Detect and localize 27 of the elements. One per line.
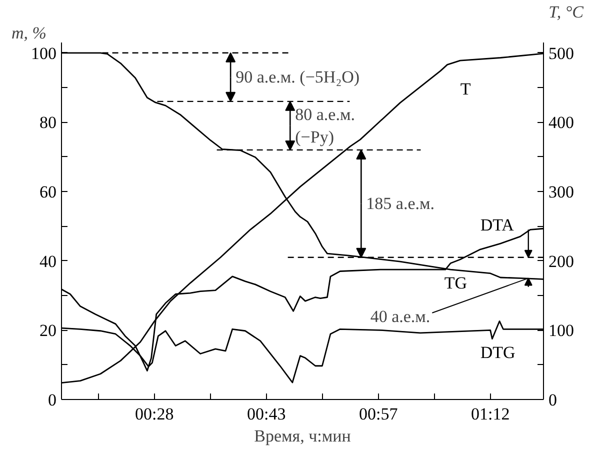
y2-tick-label: 300 xyxy=(548,182,574,202)
y2-tick-label: 500 xyxy=(548,44,574,63)
y2-tick-label: 200 xyxy=(548,252,574,271)
y-tick-label: 0 xyxy=(48,390,56,410)
series-label: DTA xyxy=(480,215,515,234)
series-label: T xyxy=(460,79,472,98)
y2-tick-label: 100 xyxy=(548,321,574,340)
y-tick-label: 100 xyxy=(31,44,56,63)
y-axis-title: m, % xyxy=(12,24,46,42)
y-tick-label: 40 xyxy=(40,252,56,271)
y-tick-label: 80 xyxy=(40,113,56,132)
series-label: TG xyxy=(444,273,468,292)
annotation: 90 а.е.м. (−5H₂O) xyxy=(236,68,360,87)
y-tick-label: 20 xyxy=(40,321,56,340)
annotation: 185 а.е.м. xyxy=(366,194,435,214)
annotation: 80 а.е.м. (−Py) xyxy=(295,104,355,147)
x-tick-label: 00:28 xyxy=(135,404,174,424)
x-tick-label: 01:12 xyxy=(470,404,510,424)
x-tick-label: 00:57 xyxy=(359,404,398,424)
x-tick-label: 00:43 xyxy=(246,404,286,424)
y-tick-label: 60 xyxy=(40,182,56,202)
x-axis-title: Время, ч:мин xyxy=(254,426,351,446)
series-label: DTG xyxy=(480,343,516,362)
annotation: 40 а.е.м. xyxy=(370,306,430,326)
y2-tick-label: 400 xyxy=(548,113,574,132)
y2-axis-title: T, °C xyxy=(548,2,584,22)
y2-tick-label: 0 xyxy=(548,390,557,410)
